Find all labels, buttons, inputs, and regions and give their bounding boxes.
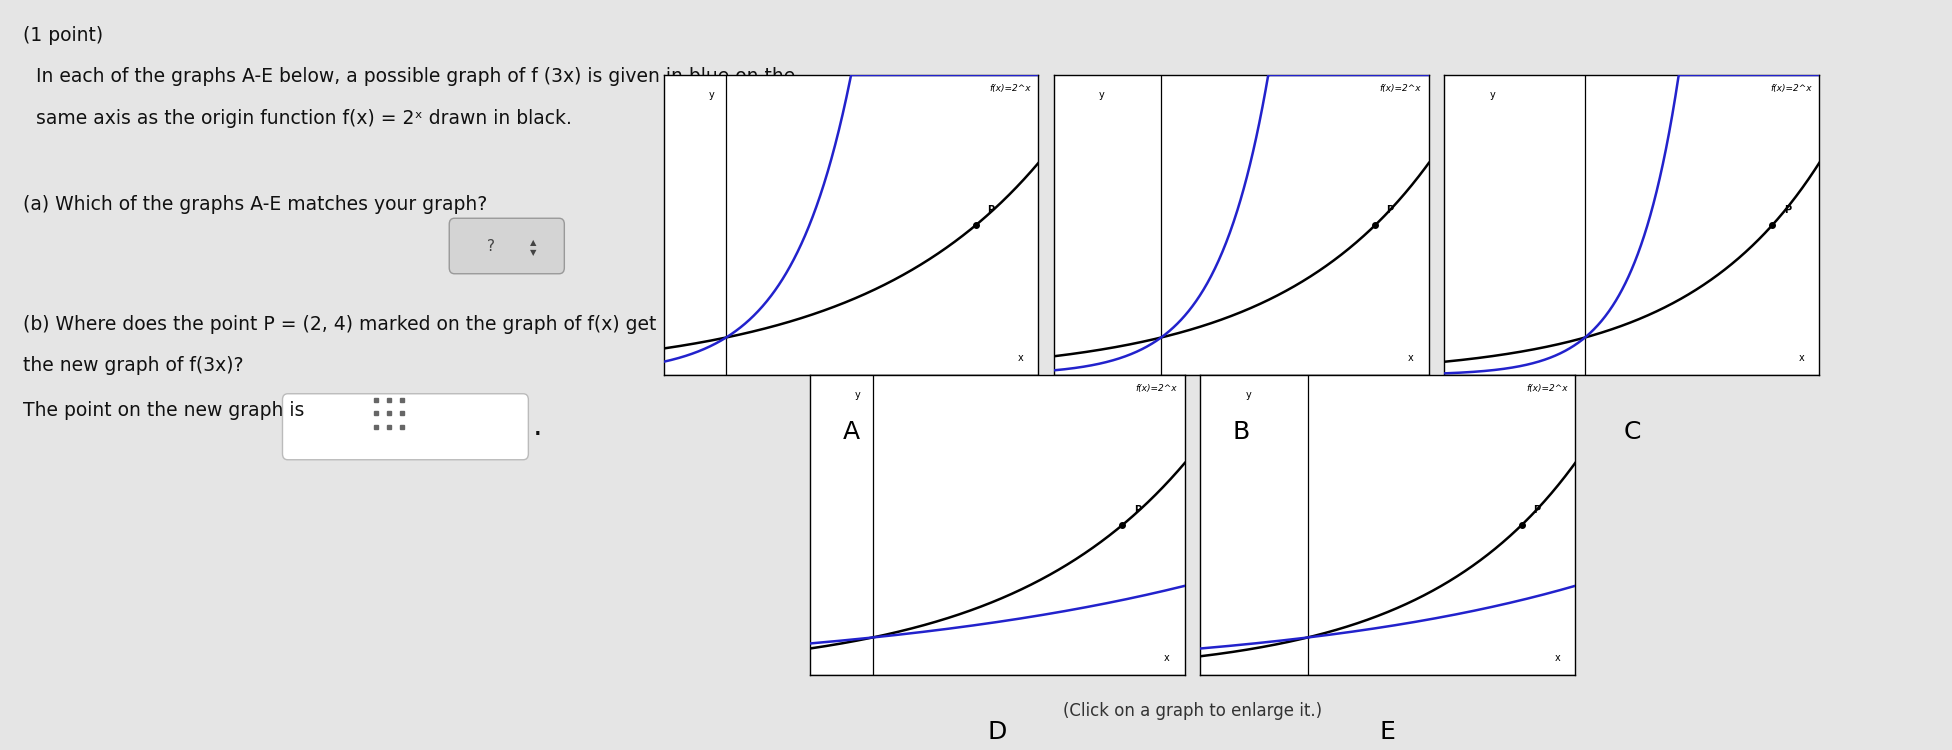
Text: x: x: [1017, 353, 1023, 363]
FancyBboxPatch shape: [449, 218, 564, 274]
Text: x: x: [1798, 353, 1804, 363]
Text: x: x: [1407, 353, 1413, 363]
Text: .: .: [533, 413, 543, 441]
Text: (a) Which of the graphs A-E matches your graph?: (a) Which of the graphs A-E matches your…: [23, 195, 488, 214]
Text: P: P: [1134, 505, 1140, 515]
Text: P: P: [1386, 205, 1394, 215]
Text: ▼: ▼: [529, 248, 537, 257]
Text: (1 point): (1 point): [23, 26, 103, 45]
Text: f(x)=2^x: f(x)=2^x: [990, 84, 1031, 93]
Text: y: y: [855, 390, 861, 400]
Text: f(x)=2^x: f(x)=2^x: [1136, 384, 1177, 393]
Text: B: B: [1234, 420, 1249, 444]
Text: The point on the new graph is: The point on the new graph is: [23, 401, 305, 420]
Text: f(x)=2^x: f(x)=2^x: [1770, 84, 1811, 93]
Text: same axis as the origin function f(x) = 2ˣ drawn in black.: same axis as the origin function f(x) = …: [35, 109, 572, 128]
Text: D: D: [988, 720, 1007, 744]
Text: P: P: [988, 205, 994, 215]
Text: (Click on a graph to enlarge it.): (Click on a graph to enlarge it.): [1064, 702, 1322, 720]
Text: A: A: [843, 420, 859, 444]
Text: In each of the graphs A-E below, a possible graph of f (3x) is given in blue on : In each of the graphs A-E below, a possi…: [35, 68, 794, 86]
Text: y: y: [709, 90, 714, 100]
Text: x: x: [1163, 653, 1169, 663]
Text: y: y: [1099, 90, 1105, 100]
Text: x: x: [1554, 653, 1560, 663]
Text: f(x)=2^x: f(x)=2^x: [1526, 384, 1567, 393]
Text: y: y: [1245, 390, 1251, 400]
Text: y: y: [1489, 90, 1495, 100]
Text: P: P: [1532, 505, 1540, 515]
Text: E: E: [1380, 720, 1396, 744]
FancyBboxPatch shape: [283, 394, 529, 460]
Text: f(x)=2^x: f(x)=2^x: [1380, 84, 1421, 93]
Text: (b) Where does the point P = (2, 4) marked on the graph of f(x) get moved to on: (b) Where does the point P = (2, 4) mark…: [23, 315, 781, 334]
Text: P: P: [1784, 205, 1790, 215]
Text: C: C: [1624, 420, 1640, 444]
Text: ?: ?: [486, 238, 494, 254]
Text: the new graph of f(3x)?: the new graph of f(3x)?: [23, 356, 244, 375]
Text: ▲: ▲: [529, 238, 537, 247]
